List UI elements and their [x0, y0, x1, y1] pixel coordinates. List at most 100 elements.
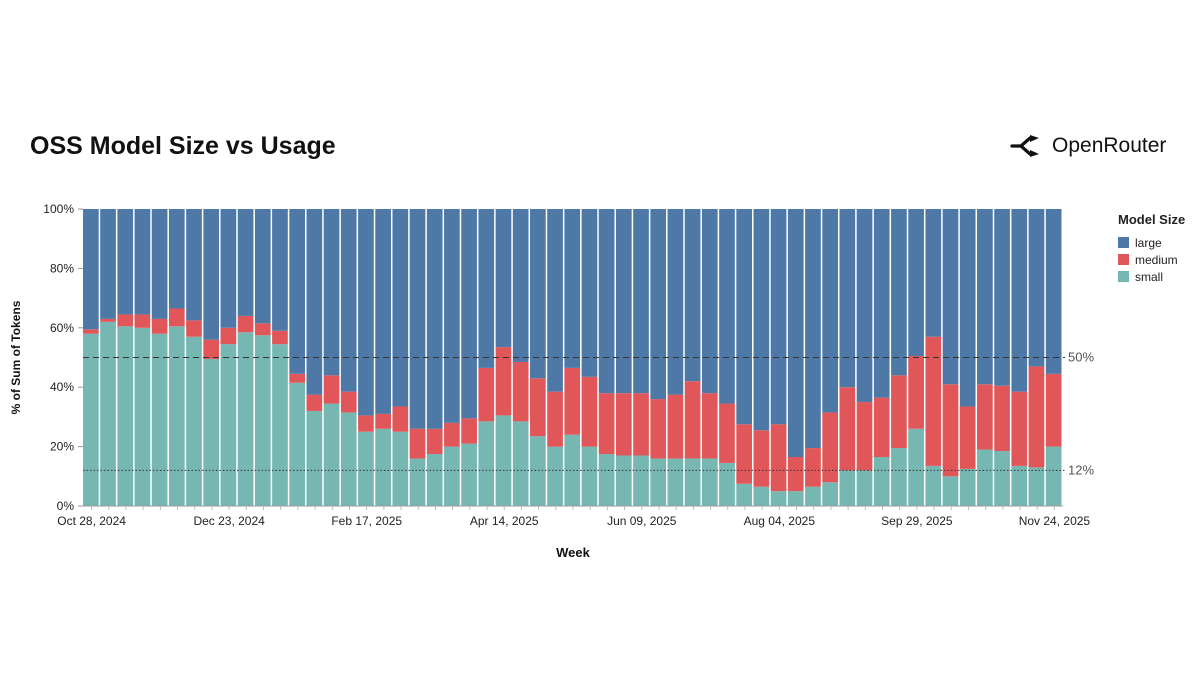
bar-small-0 [83, 333, 99, 506]
bar-large-41 [787, 209, 804, 457]
x-tick-label-6: Sep 29, 2025 [881, 514, 953, 528]
bar-small-30 [598, 454, 615, 506]
y-tick-label-1: 20% [50, 440, 74, 454]
bar-small-54 [1011, 465, 1028, 506]
bar-large-27 [547, 209, 563, 392]
bar-medium-29 [581, 376, 598, 447]
y-axis-label: % of Sum of Tokens [9, 300, 23, 414]
bar-medium-11 [272, 330, 288, 345]
bar-large-18 [392, 209, 409, 407]
bar-medium-52 [977, 384, 993, 450]
bar-medium-37 [719, 403, 735, 463]
bar-small-55 [1028, 467, 1045, 506]
bar-medium-55 [1028, 366, 1045, 468]
bar-large-30 [598, 209, 615, 394]
bar-small-4 [151, 333, 168, 506]
bar-small-14 [323, 403, 340, 506]
bar-large-21 [444, 209, 460, 423]
bar-small-21 [444, 446, 460, 506]
bar-small-44 [839, 470, 856, 506]
bar-small-8 [220, 344, 237, 506]
bar-large-37 [719, 209, 735, 404]
bar-medium-23 [478, 367, 495, 422]
bar-medium-32 [633, 393, 649, 456]
legend-swatch-large [1118, 237, 1129, 248]
legend: Model Size large medium small [1118, 212, 1185, 285]
bar-medium-18 [392, 406, 409, 432]
bar-large-34 [667, 209, 684, 395]
bar-small-36 [701, 458, 718, 506]
bar-large-13 [306, 209, 323, 395]
bar-medium-39 [753, 430, 770, 487]
bar-small-48 [908, 428, 924, 506]
chart-title: OSS Model Size vs Usage [30, 132, 336, 160]
bar-small-52 [977, 449, 993, 506]
bar-small-11 [272, 344, 288, 506]
bar-small-39 [753, 486, 770, 506]
bar-small-45 [856, 470, 873, 506]
bar-large-35 [684, 209, 701, 382]
bar-small-41 [787, 491, 804, 506]
bar-large-2 [117, 209, 134, 315]
bar-medium-25 [512, 361, 529, 422]
bar-small-10 [254, 335, 271, 506]
bar-large-28 [564, 209, 581, 368]
bar-small-6 [186, 336, 202, 506]
bar-small-35 [684, 458, 701, 506]
bar-medium-50 [942, 384, 959, 477]
bar-medium-17 [375, 413, 391, 429]
bar-medium-53 [994, 385, 1010, 452]
bar-medium-45 [856, 402, 873, 471]
bar-medium-41 [787, 457, 804, 492]
bar-small-47 [891, 448, 907, 506]
bar-medium-35 [684, 381, 701, 459]
bar-small-38 [736, 483, 753, 506]
bar-large-29 [581, 209, 598, 377]
bar-medium-2 [117, 314, 134, 327]
bar-small-42 [805, 486, 821, 506]
legend-label-large: large [1135, 235, 1162, 250]
bar-large-43 [822, 209, 838, 413]
legend-title: Model Size [1118, 212, 1186, 227]
bar-medium-28 [564, 367, 581, 435]
bar-medium-38 [736, 424, 753, 484]
bar-small-34 [667, 458, 684, 506]
bar-medium-33 [650, 399, 667, 459]
bar-large-8 [220, 209, 237, 328]
bar-small-5 [168, 326, 185, 506]
bar-small-12 [289, 382, 306, 506]
bar-large-42 [805, 209, 821, 449]
bar-medium-0 [83, 329, 99, 334]
bar-large-6 [186, 209, 202, 321]
reference-line-label-1: 12% [1068, 462, 1094, 477]
openrouter-logo-icon [1010, 135, 1039, 157]
bar-small-15 [340, 412, 357, 506]
bar-small-18 [392, 431, 409, 506]
bar-large-45 [856, 209, 873, 403]
bar-large-19 [409, 209, 426, 429]
x-tick-label-1: Dec 23, 2024 [193, 514, 265, 528]
bar-medium-43 [822, 412, 838, 483]
bar-small-22 [461, 443, 477, 506]
bar-small-20 [426, 454, 443, 506]
bar-small-49 [925, 465, 942, 506]
x-tick-label-7: Nov 24, 2025 [1019, 514, 1091, 528]
bar-large-44 [839, 209, 856, 388]
bar-medium-3 [134, 314, 151, 328]
bar-large-0 [83, 209, 99, 330]
bar-small-53 [994, 451, 1010, 506]
bar-large-11 [272, 209, 288, 331]
bar-small-25 [512, 421, 529, 506]
bar-large-49 [925, 209, 942, 337]
bar-medium-19 [409, 428, 426, 459]
bar-medium-40 [770, 424, 787, 492]
bar-small-17 [375, 428, 391, 506]
bar-small-32 [633, 455, 649, 506]
brand-logo: OpenRouter [1010, 134, 1166, 158]
bar-medium-31 [615, 393, 632, 456]
bar-medium-26 [530, 378, 546, 437]
bar-large-15 [340, 209, 357, 392]
bar-large-10 [254, 209, 271, 324]
bar-small-51 [959, 468, 976, 507]
bar-small-50 [942, 476, 959, 506]
